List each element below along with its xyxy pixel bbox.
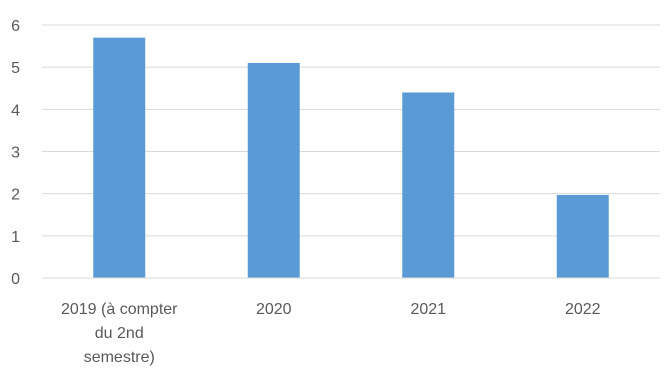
- x-tick-label: 2022: [565, 301, 601, 318]
- x-tick-label: 2020: [256, 301, 292, 318]
- bar: [402, 92, 455, 278]
- y-tick-label: 0: [11, 271, 20, 288]
- y-tick-label: 2: [11, 187, 20, 204]
- y-tick-label: 6: [11, 18, 20, 35]
- x-tick-label: 2019 (à compter du 2nd semestre): [61, 301, 178, 366]
- y-axis-tick-labels: 0 1 2 3 4 5 6: [11, 18, 20, 288]
- y-tick-label: 3: [11, 145, 20, 162]
- x-tick-label: 2021: [410, 301, 446, 318]
- bar: [247, 62, 300, 279]
- y-tick-label: 5: [11, 60, 20, 77]
- y-tick-label: 4: [11, 102, 20, 119]
- y-tick-label: 1: [11, 229, 20, 246]
- x-axis-tick-labels: 2019 (à compter du 2nd semestre) 2020 2021 20…: [61, 301, 601, 366]
- bar: [93, 37, 146, 279]
- bars: [93, 37, 609, 279]
- bar: [556, 194, 609, 278]
